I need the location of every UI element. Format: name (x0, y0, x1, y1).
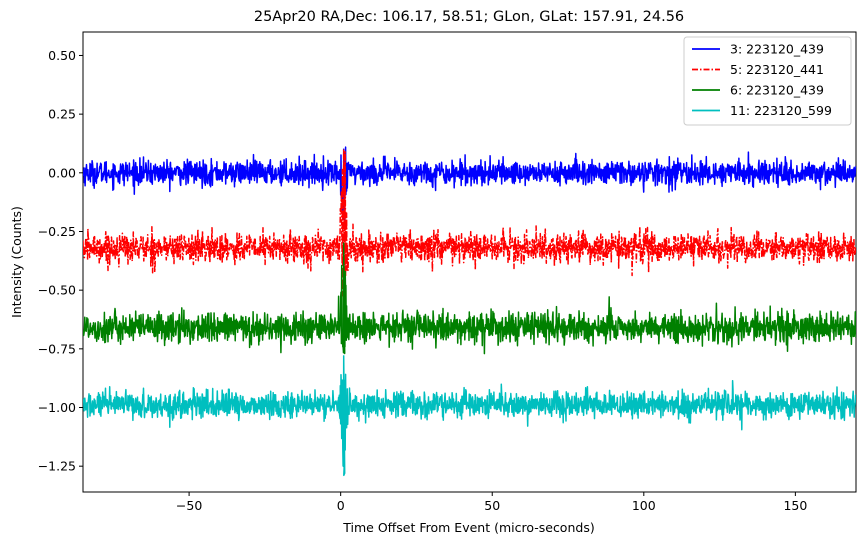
legend-label: 3: 223120_439 (730, 42, 824, 57)
y-axis-label: Intensity (Counts) (9, 206, 24, 318)
series-line (83, 148, 856, 301)
chart-title: 25Apr20 RA,Dec: 106.17, 58.51; GLon, GLa… (254, 9, 684, 25)
legend-label: 11: 223120_599 (730, 103, 832, 118)
series-line (83, 242, 856, 355)
x-tick-label: −50 (176, 498, 202, 513)
y-tick-label: −0.50 (38, 283, 76, 298)
legend-label: 5: 223120_441 (730, 62, 824, 77)
y-tick-label: 0.25 (48, 107, 76, 122)
y-axis: 0.50 0.25 0.00 −0.25 −0.50 −0.75 −1.00 −1.25 (38, 48, 83, 474)
legend: 3: 223120_439 5: 223120_441 6: 223120_439 1… (683, 36, 852, 126)
x-tick-label: 100 (632, 498, 656, 513)
legend-box (683, 36, 852, 126)
x-tick-label: 150 (783, 498, 807, 513)
series-layer (83, 146, 856, 477)
series-line (83, 146, 856, 221)
x-tick-label: 50 (484, 498, 500, 513)
y-tick-label: 0.00 (48, 165, 76, 180)
y-tick-label: 0.50 (48, 48, 76, 63)
x-tick-label: 0 (337, 498, 345, 513)
y-tick-label: −0.75 (38, 341, 76, 356)
y-tick-label: −1.00 (38, 400, 76, 415)
y-tick-label: −0.25 (38, 224, 76, 239)
legend-label: 6: 223120_439 (730, 83, 824, 98)
x-axis: −50 0 50 100 150 (176, 492, 807, 513)
x-axis-label: Time Offset From Event (micro-seconds) (342, 520, 594, 535)
series-line (83, 355, 856, 477)
y-tick-label: −1.25 (38, 459, 76, 474)
